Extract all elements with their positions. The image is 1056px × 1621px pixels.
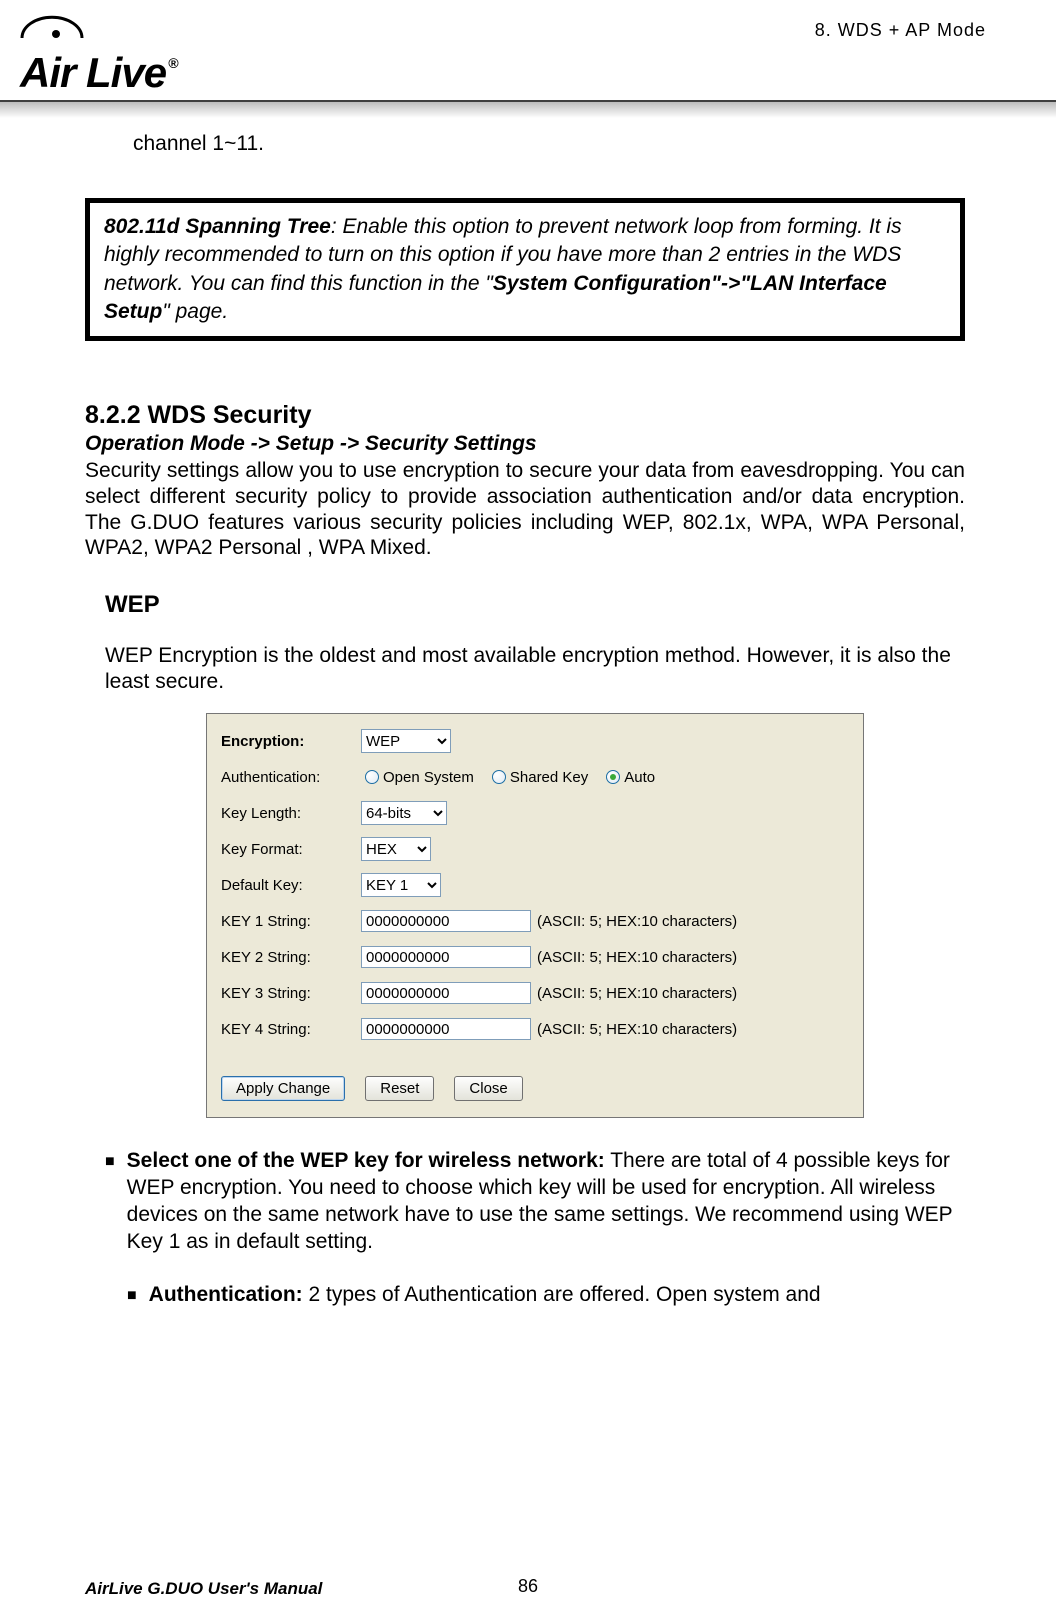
channel-text: channel 1~11. <box>133 132 965 156</box>
key4-hint: (ASCII: 5; HEX:10 characters) <box>537 1021 737 1038</box>
bullet-square-icon: ■ <box>127 1282 137 1310</box>
key3-hint: (ASCII: 5; HEX:10 characters) <box>537 985 737 1002</box>
key4-input[interactable] <box>361 1018 531 1040</box>
default-key-label: Default Key: <box>221 877 355 894</box>
logo-text: Air Live® <box>20 49 280 97</box>
spanning-tree-note: 802.11d Spanning Tree: Enable this optio… <box>85 198 965 341</box>
default-key-select[interactable]: KEY 1 <box>361 873 441 897</box>
section-paragraph: Security settings allow you to use encry… <box>85 458 965 560</box>
chapter-label: 8. WDS + AP Mode <box>815 20 986 41</box>
auth-option-label: Auto <box>624 769 655 786</box>
bullet2-bold: Authentication: <box>149 1283 303 1306</box>
key1-input[interactable] <box>361 910 531 932</box>
content-area: channel 1~11. 802.11d Spanning Tree: Ena… <box>85 132 965 1336</box>
page: 8. WDS + AP Mode Air Live® channel 1~11.… <box>0 0 1056 1621</box>
button-row: Apply Change Reset Close <box>221 1076 849 1101</box>
bullet-select-wep-key: ■ Select one of the WEP key for wireless… <box>105 1148 965 1256</box>
note-lead: 802.11d Spanning Tree <box>104 215 331 238</box>
wep-paragraph: WEP Encryption is the oldest and most av… <box>105 643 965 696</box>
encryption-label: Encryption: <box>221 733 355 750</box>
key-length-select[interactable]: 64-bits <box>361 801 447 825</box>
key-format-label: Key Format: <box>221 841 355 858</box>
bullet-list: ■ Select one of the WEP key for wireless… <box>85 1148 965 1310</box>
bullet1-bold: Select one of the WEP key for wireless n… <box>127 1149 605 1172</box>
logo-company: Air Live <box>20 49 166 96</box>
auth-option-label: Open System <box>383 769 474 786</box>
radio-icon <box>606 770 620 784</box>
encryption-select[interactable]: WEP <box>361 729 451 753</box>
header-gradient <box>0 102 1056 118</box>
section-heading: 8.2.2 WDS Security <box>85 401 965 430</box>
auth-option-label: Shared Key <box>510 769 588 786</box>
breadcrumb: Operation Mode -> Setup -> Security Sett… <box>85 432 965 456</box>
key-format-select[interactable]: HEX <box>361 837 431 861</box>
key2-label: KEY 2 String: <box>221 949 355 966</box>
auth-auto[interactable]: Auto <box>606 769 655 786</box>
radio-icon <box>492 770 506 784</box>
close-button[interactable]: Close <box>454 1076 522 1101</box>
auth-radio-group: Open System Shared Key Auto <box>365 769 655 786</box>
key1-label: KEY 1 String: <box>221 913 355 930</box>
footer-page-number: 86 <box>0 1576 1056 1597</box>
bullet-square-icon: ■ <box>105 1148 115 1256</box>
wep-heading: WEP <box>105 591 965 619</box>
key-length-label: Key Length: <box>221 805 355 822</box>
auth-label: Authentication: <box>221 769 355 786</box>
key1-hint: (ASCII: 5; HEX:10 characters) <box>537 913 737 930</box>
logo-swoosh-icon <box>20 8 90 44</box>
auth-shared-key[interactable]: Shared Key <box>492 769 588 786</box>
key3-label: KEY 3 String: <box>221 985 355 1002</box>
key2-input[interactable] <box>361 946 531 968</box>
apply-change-button[interactable]: Apply Change <box>221 1076 345 1101</box>
wep-settings-panel: Encryption: WEP Authentication: Open Sys… <box>206 713 864 1118</box>
bullet2-text: 2 types of Authentication are offered. O… <box>303 1283 821 1306</box>
key3-input[interactable] <box>361 982 531 1004</box>
reset-button[interactable]: Reset <box>365 1076 434 1101</box>
wep-section: WEP WEP Encryption is the oldest and mos… <box>105 591 965 1119</box>
key2-hint: (ASCII: 5; HEX:10 characters) <box>537 949 737 966</box>
registered-icon: ® <box>168 55 177 71</box>
logo: Air Live® <box>20 8 280 97</box>
auth-open-system[interactable]: Open System <box>365 769 474 786</box>
note-tail: " page. <box>162 300 228 323</box>
key4-label: KEY 4 String: <box>221 1021 355 1038</box>
bullet-authentication: ■ Authentication: 2 types of Authenticat… <box>127 1282 965 1310</box>
radio-icon <box>365 770 379 784</box>
